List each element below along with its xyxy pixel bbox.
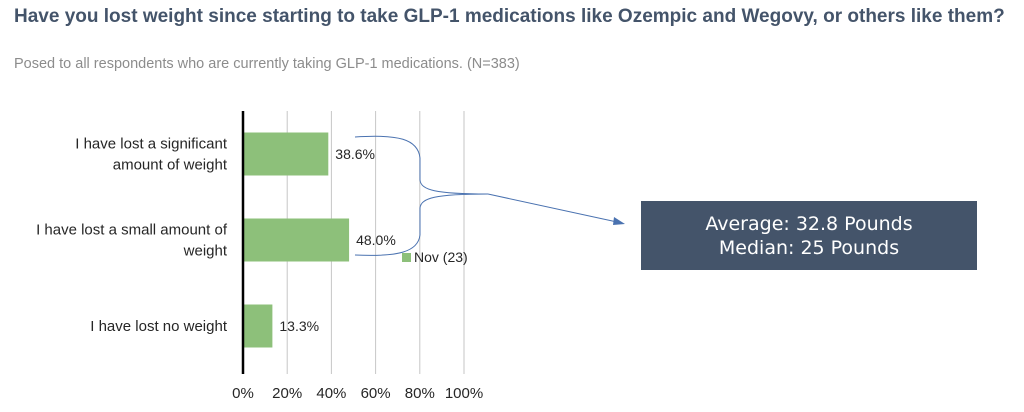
- category-label: weight: [183, 243, 228, 260]
- weight-stats-callout: Average: 32.8 Pounds Median: 25 Pounds: [641, 201, 977, 270]
- x-tick-label: 0%: [232, 385, 254, 402]
- category-label: I have lost a small amount of: [36, 222, 228, 239]
- data-label: 13.3%: [279, 318, 319, 334]
- x-tick-label: 40%: [316, 385, 346, 402]
- category-label: amount of weight: [113, 157, 228, 174]
- chart-title: Have you lost weight since starting to t…: [14, 6, 1005, 27]
- callout-arrowhead: [613, 217, 625, 225]
- bar: [243, 218, 350, 262]
- bar: [243, 132, 329, 176]
- median-weight-text: Median: 25 Pounds: [718, 236, 900, 259]
- chart-subtitle: Posed to all respondents who are current…: [14, 56, 520, 72]
- callout-arrow-line: [487, 193, 618, 223]
- x-tick-label: 80%: [405, 385, 435, 402]
- bar: [243, 304, 273, 348]
- category-label: I have lost no weight: [90, 318, 228, 335]
- category-label: I have lost a significant: [75, 136, 228, 153]
- x-tick-label: 20%: [272, 385, 302, 402]
- average-weight-text: Average: 32.8 Pounds: [705, 212, 913, 235]
- data-label: 38.6%: [335, 146, 375, 162]
- legend-label: Nov (23): [414, 249, 468, 265]
- x-tick-label: 60%: [361, 385, 391, 402]
- bracket: [354, 135, 489, 256]
- x-tick-label: 100%: [445, 385, 483, 402]
- data-label: 48.0%: [356, 232, 396, 248]
- legend-swatch: [402, 253, 411, 262]
